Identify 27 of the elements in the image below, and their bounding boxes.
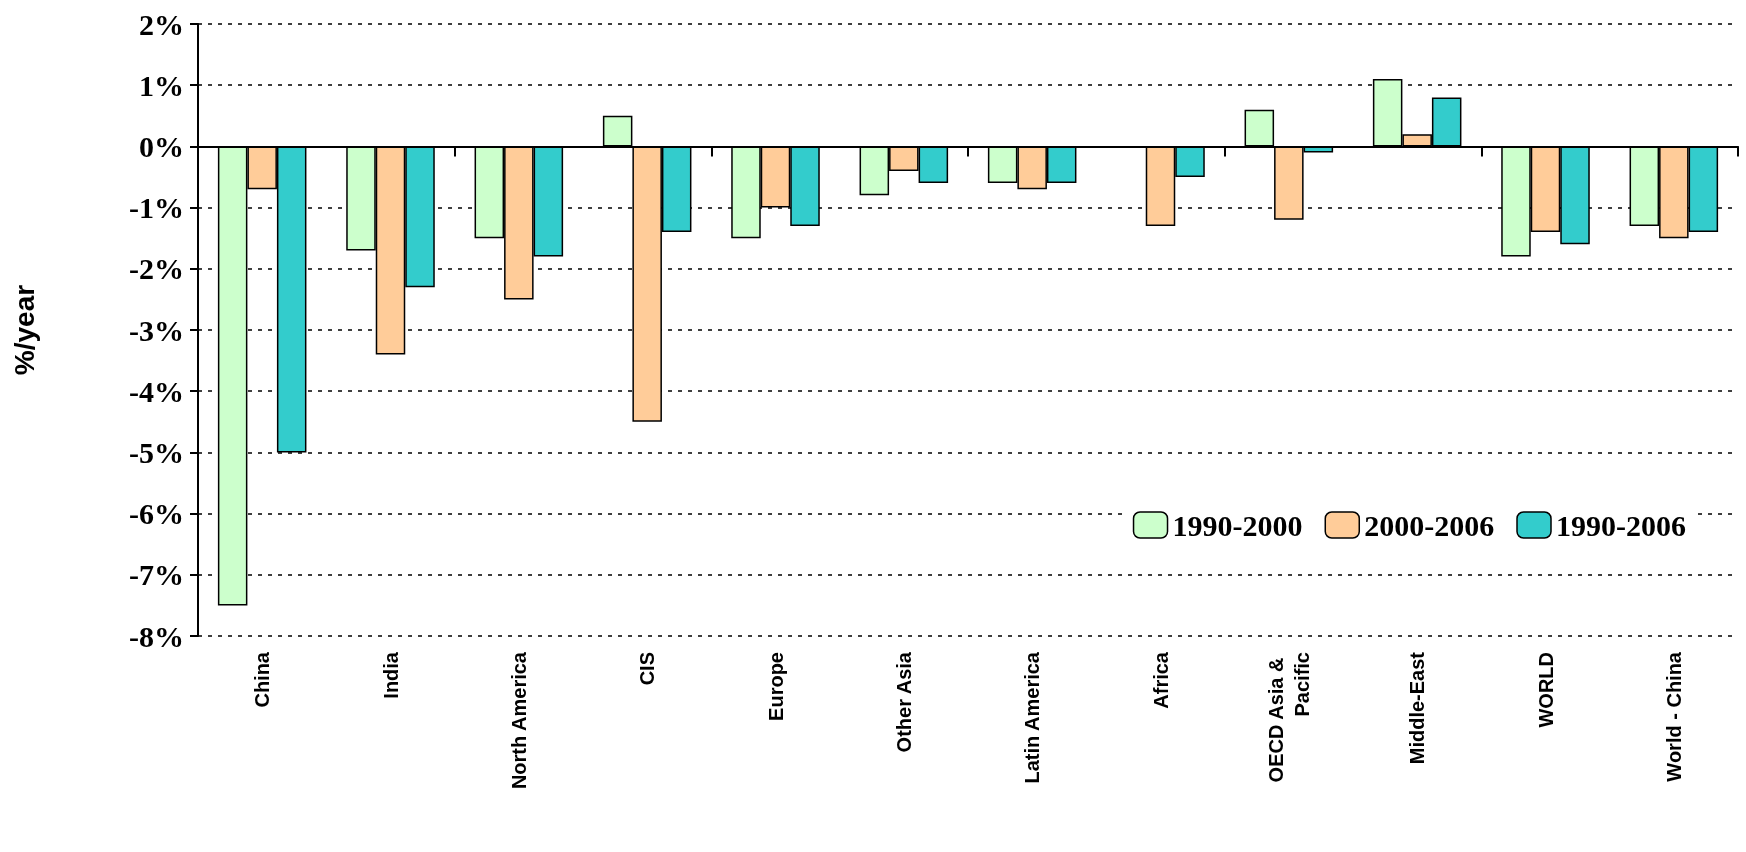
y-tick-label: -8% bbox=[129, 619, 184, 653]
y-tick-label: -4% bbox=[129, 374, 184, 408]
x-tick-label: World - China bbox=[1662, 651, 1685, 782]
y-tick-label: 1% bbox=[139, 68, 184, 102]
x-tick-label: CIS bbox=[636, 652, 659, 686]
x-tick-label: Middle-East bbox=[1406, 651, 1429, 765]
y-tick-label: -6% bbox=[129, 497, 184, 531]
x-tick-label: North America bbox=[507, 651, 530, 790]
y-axis-title: %/year bbox=[8, 284, 40, 376]
y-tick-label: -7% bbox=[129, 558, 184, 592]
x-tick-label: China bbox=[251, 651, 274, 708]
x-tick-label: Africa bbox=[1149, 651, 1172, 709]
y-tick-label: 2% bbox=[139, 7, 184, 41]
y-tick-label: 0% bbox=[139, 129, 184, 163]
x-tick-label: India bbox=[379, 651, 402, 699]
y-tick-label: -5% bbox=[129, 435, 184, 469]
legend-label: 2000-2006 bbox=[1364, 508, 1495, 542]
x-tick-label: Europe bbox=[764, 652, 787, 721]
x-tick-label: Other Asia bbox=[892, 651, 915, 753]
y-tick-label: -3% bbox=[129, 313, 184, 347]
legend-label: 1990-2000 bbox=[1172, 508, 1303, 542]
x-tick-label: WORLD bbox=[1534, 652, 1557, 728]
legend-label: 1990-2006 bbox=[1556, 508, 1687, 542]
y-tick-label: -1% bbox=[129, 191, 184, 225]
x-tick-label: Latin America bbox=[1021, 651, 1044, 784]
y-tick-label: -2% bbox=[129, 252, 184, 286]
x-tick-label: OECD Asia & Pacific bbox=[1264, 652, 1313, 783]
